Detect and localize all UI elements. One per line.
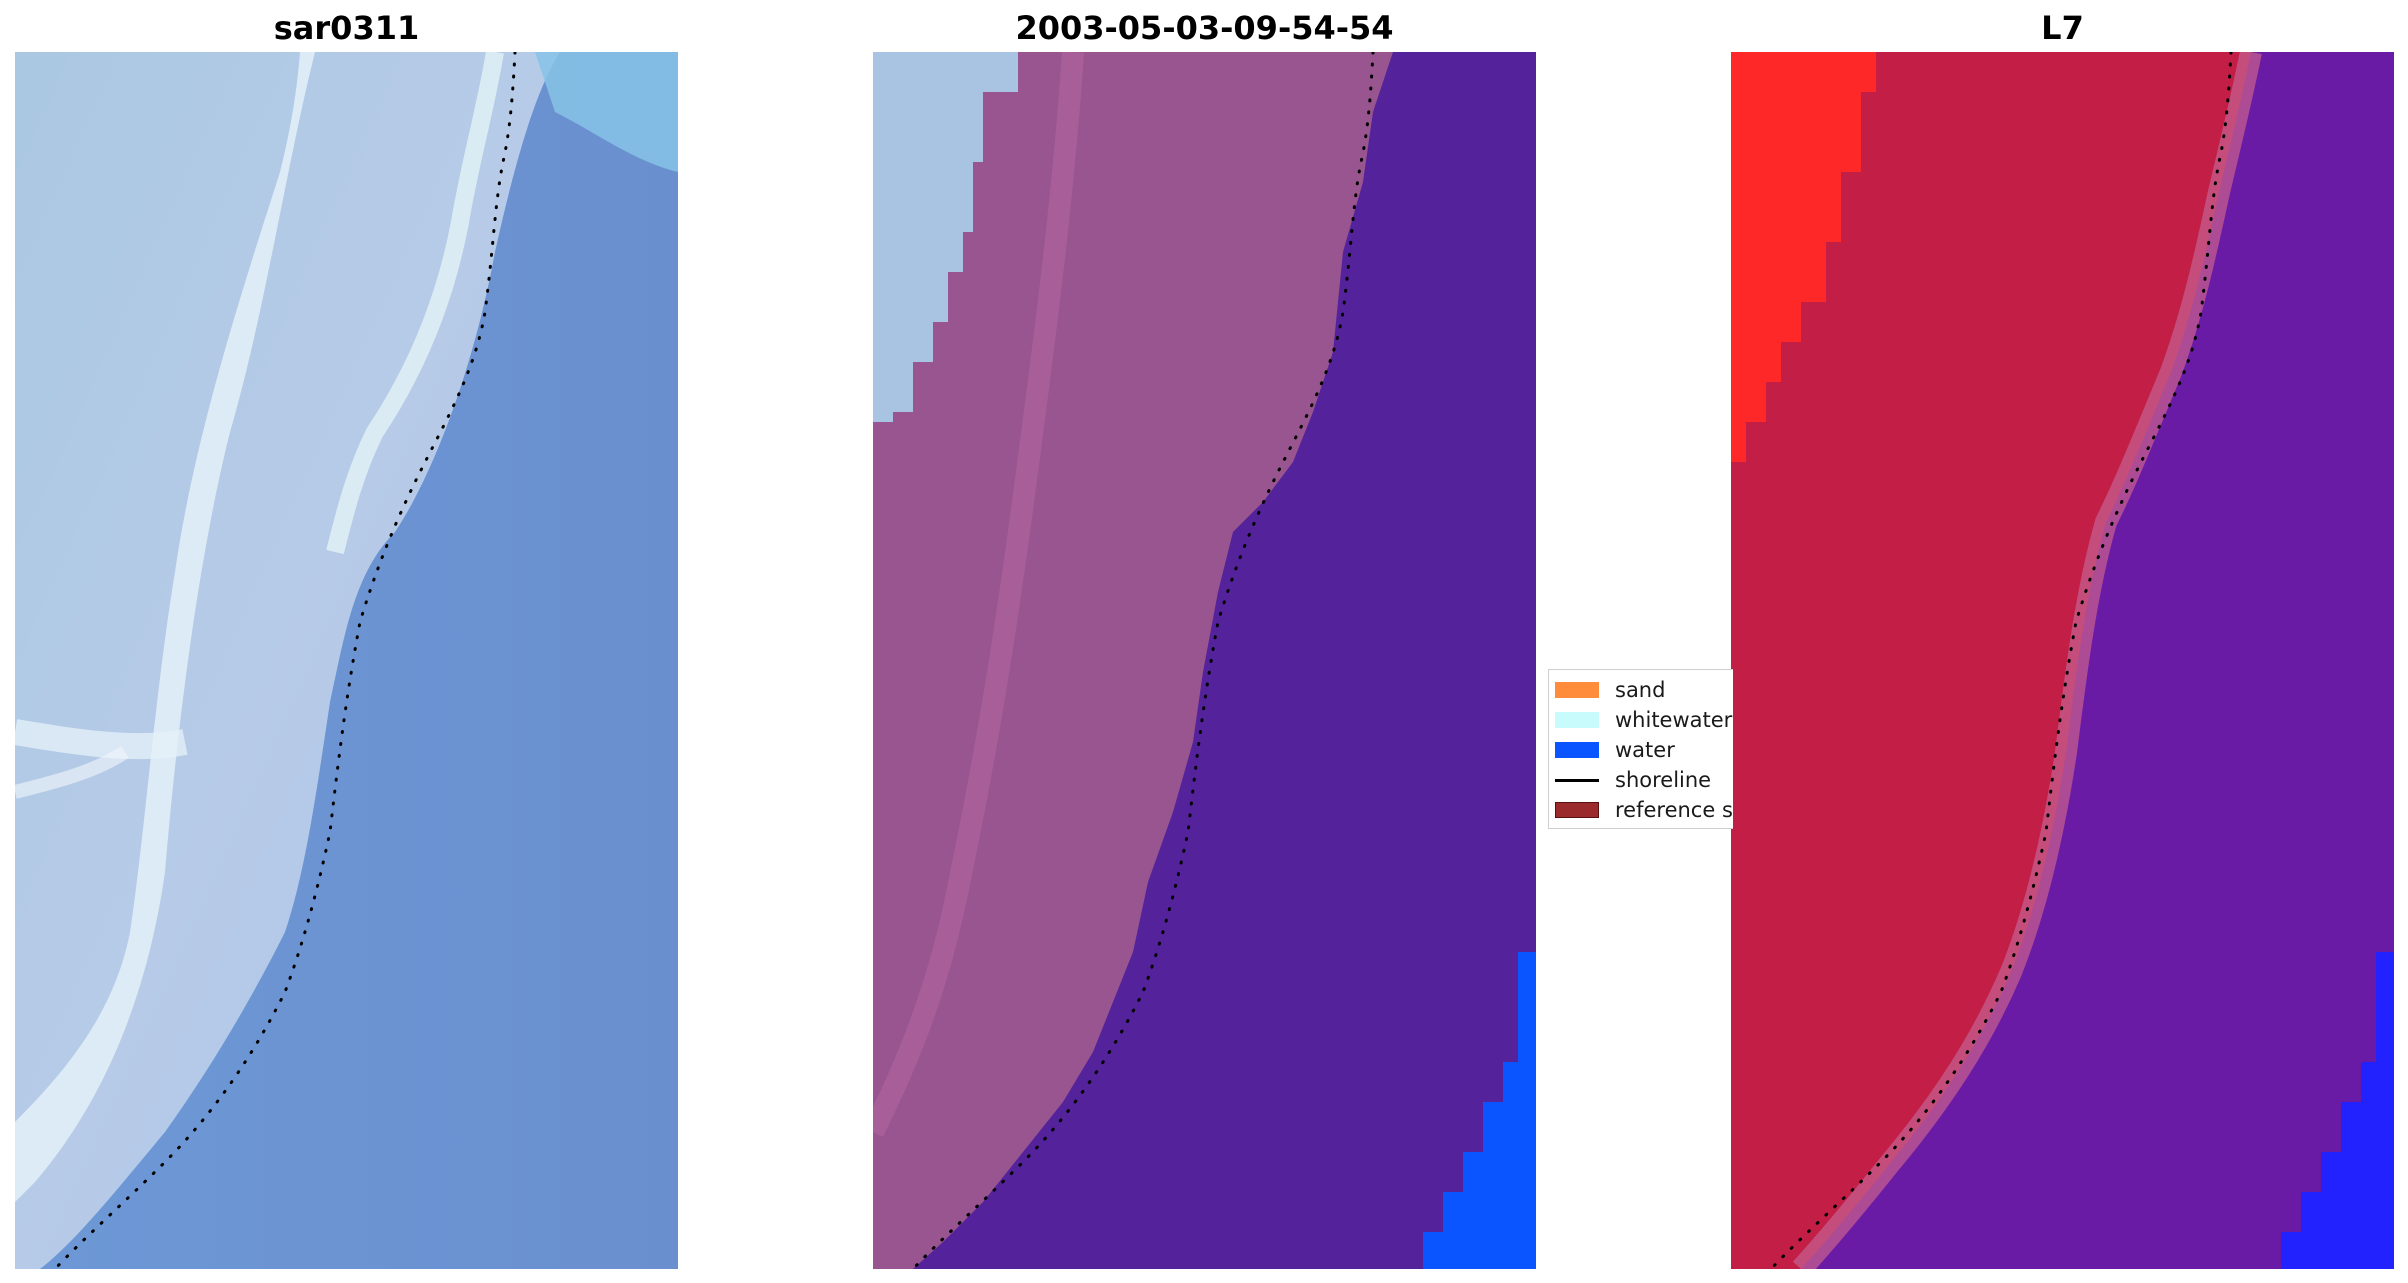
reference-swatch [1555,802,1599,818]
legend-item-sand: sand [1549,676,1733,702]
legend-label-shoreline: shoreline [1615,768,1712,792]
shoreline-line-swatch [1555,779,1599,782]
legend-label-reference: reference s [1615,798,1733,822]
index-water-region [2281,952,2394,1269]
sand-swatch [1555,682,1599,698]
legend-item-reference: reference s [1549,796,1733,822]
legend-item-whitewater: whitewater [1549,706,1733,732]
index-image [1731,52,2394,1269]
classified-land-region [873,52,1393,1269]
shoreline-rgb [53,52,517,1269]
rgb-surf-band [15,52,315,1202]
panel-title-classified: 2003-05-03-09-54-54 [1015,9,1394,47]
legend: sand whitewater water shoreline referenc… [1548,669,1733,829]
legend-item-shoreline: shoreline [1549,766,1733,792]
classified-image [873,52,1536,1269]
legend-item-water: water [1549,736,1733,762]
classified-image-panel [873,52,1536,1269]
legend-label-water: water [1615,738,1675,762]
legend-label-sand: sand [1615,678,1666,702]
shoreline-classified [911,52,1375,1269]
classified-whitewater-region [873,52,1018,422]
index-sand-region [1731,52,1876,462]
rgb-image [15,52,678,1269]
rgb-light-blue-corner [535,52,678,172]
water-swatch [1555,742,1599,758]
shoreline-index [1769,52,2233,1269]
whitewater-swatch [1555,712,1599,728]
legend-label-whitewater: whitewater [1615,708,1733,732]
classified-water-region [1423,952,1536,1269]
panel-title-rgb: sar0311 [273,9,420,47]
index-land-region [1731,52,2251,1269]
rgb-image-panel [15,52,678,1269]
panel-title-index: L7 [2041,9,2084,47]
index-image-panel [1731,52,2394,1269]
